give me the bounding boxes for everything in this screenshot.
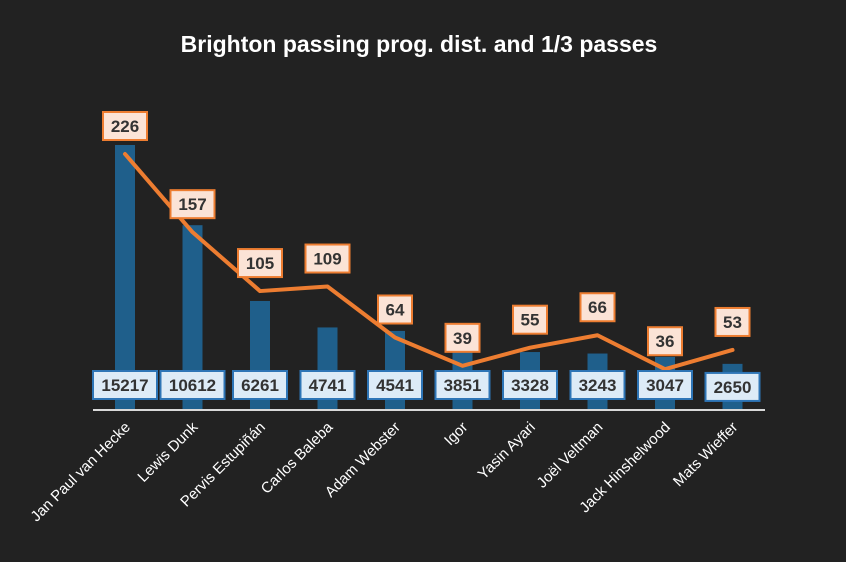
- bar-data-label: 3328: [511, 376, 549, 395]
- series-line: [123, 152, 735, 372]
- line-data-label-box: [647, 326, 683, 357]
- bar-data-label: 10612: [169, 376, 216, 395]
- bar-data-label: 4741: [309, 376, 347, 395]
- line-data-label: 53: [723, 313, 742, 332]
- bar-data-label-box: [569, 370, 626, 400]
- line-data-label-box: [512, 304, 548, 335]
- line-data-label: 66: [588, 298, 607, 317]
- line-data-label-box: [579, 292, 616, 323]
- bar-data-label-box: [704, 371, 761, 402]
- line-data-label-box: [237, 248, 283, 279]
- bar-data-label-box: [434, 370, 491, 400]
- bar: [182, 225, 203, 410]
- bar-data-label: 2650: [714, 378, 752, 397]
- line-data-labels: 226 157 105 109 64 39 55 66 36 53: [102, 111, 751, 357]
- line-data-label-box: [102, 111, 148, 141]
- bar-data-labels: 15217 10612 6261 4741 4541 3851 3328 3243 3047 26…: [92, 370, 761, 402]
- bar-data-label-box: [232, 370, 288, 400]
- bar-data-label: 15217: [101, 376, 148, 395]
- line-data-label-box: [377, 294, 413, 325]
- bar-data-label-box: [159, 370, 226, 400]
- line-data-label: 55: [521, 311, 540, 330]
- chart-title: Brighton passing prog. dist. and 1/3 pas…: [181, 31, 658, 57]
- bar-data-label-box: [502, 370, 558, 400]
- line-series: [123, 152, 735, 372]
- line-data-label-box: [304, 243, 351, 274]
- bar-data-label-box: [367, 370, 423, 400]
- bar-data-label-box: [299, 370, 356, 400]
- bar-data-label: 3047: [646, 376, 684, 395]
- line-data-label: 226: [111, 117, 139, 136]
- line-data-label: 157: [178, 195, 206, 214]
- bar-data-label-box: [92, 370, 158, 400]
- bar-data-label: 3851: [444, 376, 482, 395]
- bar-data-label-box: [637, 370, 693, 400]
- line-data-label: 39: [453, 329, 472, 348]
- line-data-label: 36: [656, 332, 675, 351]
- line-data-label: 109: [313, 250, 341, 269]
- line-data-label-box: [444, 322, 481, 353]
- bar-data-label: 3243: [579, 376, 617, 395]
- bar-data-label: 6261: [241, 376, 279, 395]
- line-data-label: 64: [386, 301, 405, 320]
- line-data-label: 105: [246, 254, 274, 273]
- line-data-label-box: [169, 189, 216, 220]
- bar: [115, 145, 135, 410]
- line-data-label-box: [714, 306, 751, 337]
- bar-data-label: 4541: [376, 376, 414, 395]
